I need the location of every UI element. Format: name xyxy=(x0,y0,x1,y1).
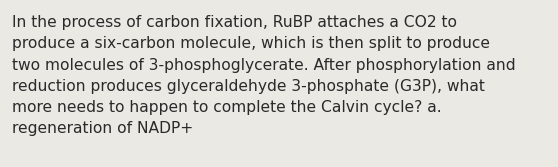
Text: In the process of carbon fixation, RuBP attaches a CO2 to
produce a six-carbon m: In the process of carbon fixation, RuBP … xyxy=(12,15,516,136)
